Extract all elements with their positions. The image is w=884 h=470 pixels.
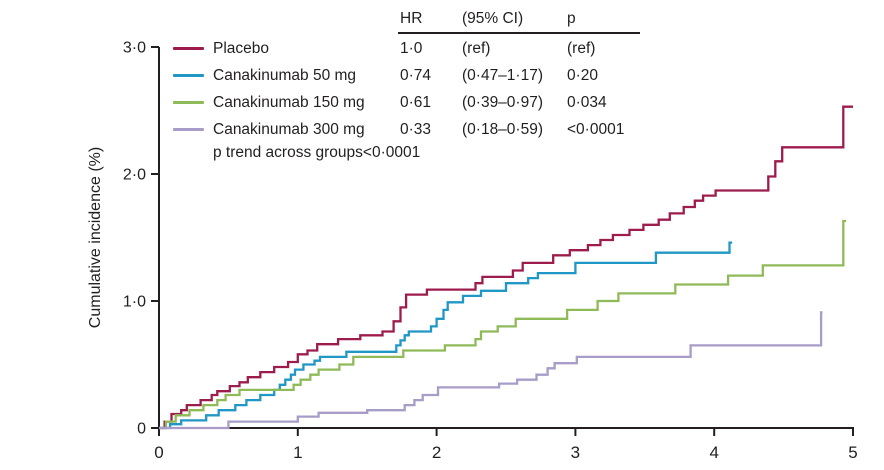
legend-swatch-300mg [173, 128, 204, 131]
y-axis-title: Cumulative incidence (%) [87, 147, 104, 328]
curve-canakinumab-150-mg [159, 219, 847, 430]
x-tick-label: 1 [293, 443, 302, 462]
table-header-rule [398, 32, 640, 34]
y-tick-label: 2·0 [123, 167, 146, 184]
y-tick-label: 0 [137, 421, 146, 438]
hr-value-300mg: 0·33 [400, 121, 432, 138]
hr-value-placebo: 1·0 [400, 40, 423, 57]
legend-swatch-50mg [173, 74, 204, 77]
x-tick-label: 4 [709, 443, 718, 462]
legend-label-50mg: Canakinumab 50 mg [213, 67, 357, 84]
hr-value-150mg: 0·61 [400, 94, 432, 111]
p-value-50mg: 0·20 [567, 67, 599, 84]
x-tick-label: 5 [848, 443, 857, 462]
curve-canakinumab-300-mg [159, 311, 823, 430]
hr-value-50mg: 0·74 [400, 67, 432, 84]
ci-value-150mg: (0·39–0·97) [462, 94, 543, 111]
x-tick-label: 0 [154, 443, 163, 462]
table-header-p: p [567, 10, 576, 27]
y-tick-label: 1·0 [123, 294, 146, 311]
y-tick-label: 3·0 [123, 40, 146, 57]
p-value-300mg: <0·0001 [567, 121, 625, 138]
p-value-150mg: 0·034 [567, 94, 607, 111]
x-tick-label: 3 [571, 443, 580, 462]
ci-value-300mg: (0·18–0·59) [462, 121, 543, 138]
p-trend-footnote: p trend across groups<0·0001 [213, 144, 421, 161]
table-header-hr: HR [400, 10, 423, 27]
ci-value-50mg: (0·47–1·17) [462, 67, 543, 84]
ci-value-placebo: (ref) [462, 40, 491, 57]
legend-label-placebo: Placebo [213, 40, 270, 57]
curve-placebo [159, 105, 853, 430]
x-tick-label: 2 [432, 443, 441, 462]
legend-swatch-150mg [173, 101, 204, 104]
legend-label-150mg: Canakinumab 150 mg [213, 94, 365, 111]
legend-swatch-placebo [173, 47, 204, 50]
legend-label-300mg: Canakinumab 300 mg [213, 121, 365, 138]
p-value-placebo: (ref) [567, 40, 596, 57]
table-header-ci: (95% CI) [462, 10, 524, 27]
curve-canakinumab-50-mg [159, 241, 733, 430]
